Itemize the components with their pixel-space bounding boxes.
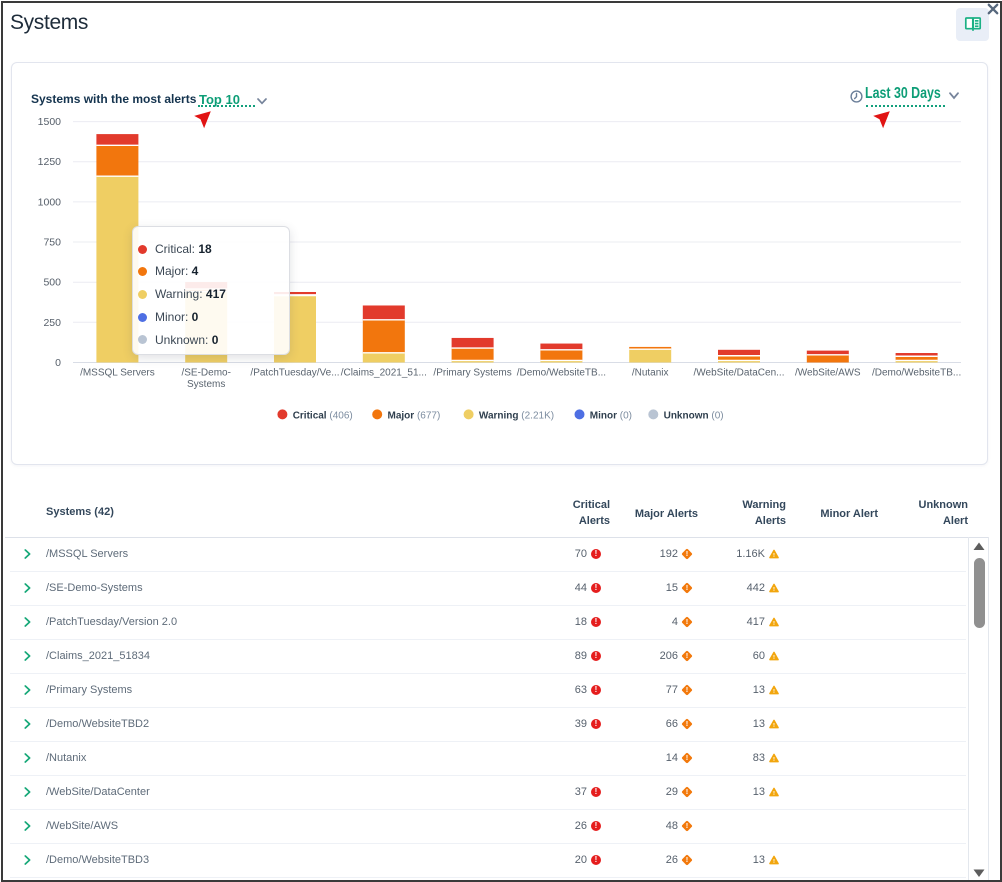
- svg-text:!: !: [773, 689, 775, 695]
- svg-text:250: 250: [43, 317, 61, 329]
- svg-text:Major (677): Major (677): [388, 410, 441, 421]
- svg-text:!: !: [773, 587, 775, 593]
- svg-text:Systems: Systems: [187, 379, 225, 390]
- svg-text:/PatchTuesday/Ve...: /PatchTuesday/Ve...: [250, 368, 339, 379]
- svg-text:Critical (406): Critical (406): [293, 410, 353, 421]
- svg-text:/Nutanix: /Nutanix: [632, 368, 669, 379]
- svg-text:500: 500: [43, 277, 61, 289]
- svg-text:!: !: [773, 553, 775, 559]
- svg-text:!: !: [773, 757, 775, 763]
- svg-text:750: 750: [43, 237, 61, 249]
- svg-text:1250: 1250: [38, 156, 62, 168]
- svg-text:!: !: [773, 723, 775, 729]
- svg-text:/WebSite/AWS: /WebSite/AWS: [795, 368, 861, 379]
- svg-text:/MSSQL Servers: /MSSQL Servers: [80, 368, 155, 379]
- svg-text:1000: 1000: [38, 196, 62, 208]
- svg-text:!: !: [773, 655, 775, 661]
- svg-text:1500: 1500: [38, 116, 62, 128]
- svg-text:/SE-Demo-: /SE-Demo-: [181, 368, 230, 379]
- svg-text:/Primary Systems: /Primary Systems: [433, 368, 511, 379]
- svg-text:/Demo/WebsiteTB...: /Demo/WebsiteTB...: [517, 368, 606, 379]
- svg-text:!: !: [773, 859, 775, 865]
- svg-text:Unknown (0): Unknown (0): [664, 410, 724, 421]
- svg-text:!: !: [773, 791, 775, 797]
- svg-text:/Demo/WebsiteTB...: /Demo/WebsiteTB...: [872, 368, 961, 379]
- svg-text:/WebSite/DataCen...: /WebSite/DataCen...: [694, 368, 785, 379]
- svg-text:Minor (0): Minor (0): [590, 410, 632, 421]
- svg-text:/Claims_2021_51...: /Claims_2021_51...: [341, 368, 427, 379]
- svg-text:0: 0: [55, 357, 61, 369]
- svg-text:!: !: [773, 621, 775, 627]
- svg-text:Warning (2.21K): Warning (2.21K): [479, 410, 554, 421]
